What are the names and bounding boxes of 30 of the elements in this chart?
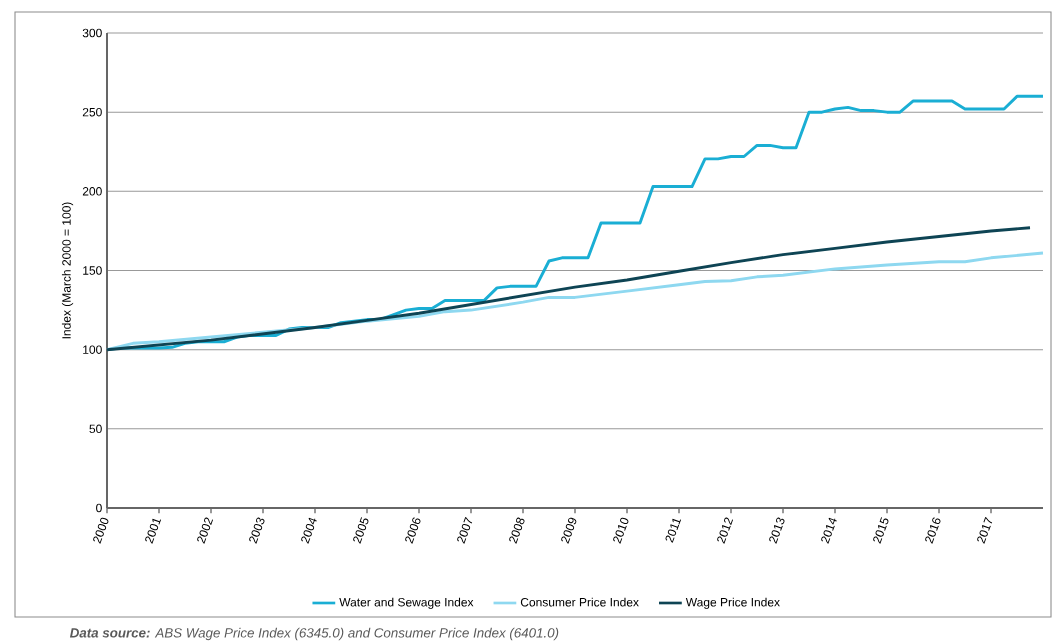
x-tick-label: 2013 [769,517,785,544]
legend-label: Water and Sewage Index [339,597,474,609]
x-tick-label: 2004 [301,517,317,544]
x-tick-label: 2017 [977,516,993,544]
y-tick-label: 200 [82,187,102,196]
x-tick-label: 2000 [93,517,109,544]
x-tick-label: 2016 [925,517,941,544]
x-tick-label: 2012 [717,517,734,544]
y-tick-label: 0 [96,503,102,513]
x-tick-label: 2003 [249,517,265,544]
y-tick-label: 100 [83,345,102,354]
x-tick-label: 2002 [197,517,214,544]
x-tick-label: 2008 [509,517,525,544]
x-tick-label: 2006 [405,517,421,544]
y-tick-label: 150 [83,266,102,275]
x-tick-label: 2015 [873,517,889,544]
x-tick-label: 2014 [821,517,837,544]
x-tick-label: 2007 [457,516,473,544]
y-tick-label: 300 [82,28,102,38]
x-tick-label: 2009 [561,517,577,544]
y-axis-title: Index (March 2000 = 100) [61,202,74,339]
y-tick-label: 250 [82,107,102,117]
legend-label: Wage Price Index [685,597,780,609]
x-tick-label: 2005 [353,517,369,544]
x-tick-label: 2010 [613,517,629,544]
y-tick-label: 50 [89,424,102,434]
text: Data source: ABS Wage Price Index (6345.0) and Consumer Price Index (6401.0) [69,627,559,641]
x-tick-label: 2011 [665,518,682,543]
legend-label: Consumer Price Index [520,597,639,607]
x-tick-label: 2001 [145,518,162,544]
